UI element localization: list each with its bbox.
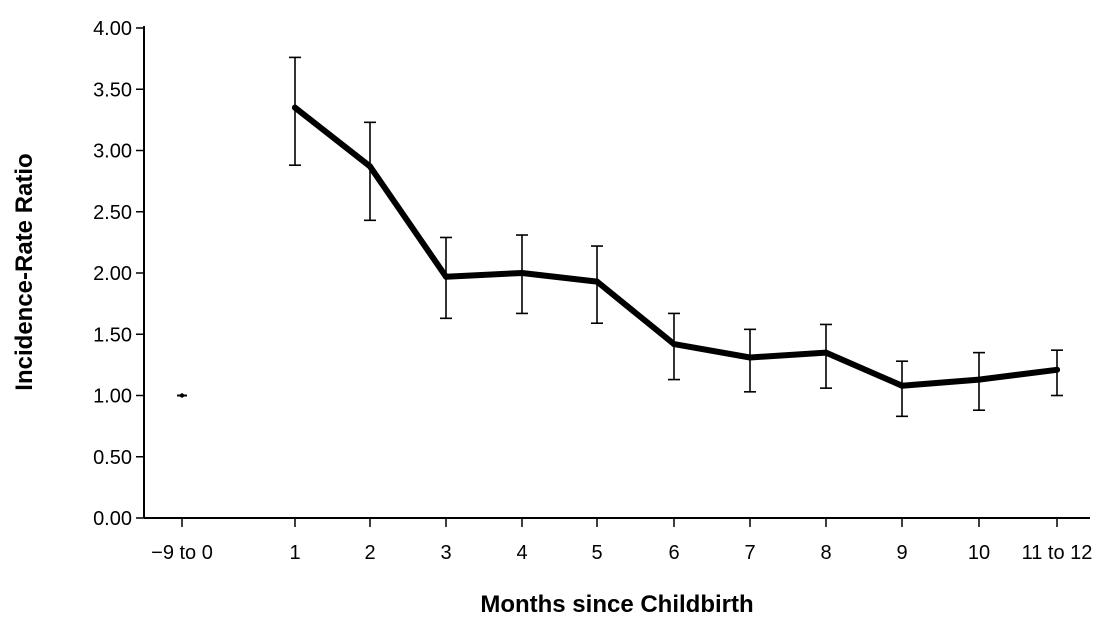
y-axis-ticks: 0.00 0.50 1.00 1.50 2.00 2.50 3.00 3.50 4.00 — [93, 18, 144, 530]
data-point — [1054, 366, 1060, 373]
error-bar — [896, 360, 908, 418]
data-point — [976, 376, 982, 383]
y-tick-label: 2.50 — [93, 202, 132, 224]
x-axis-ticks: −9 to 0 1 2 3 4 5 6 7 8 9 10 11 to 12 — [151, 518, 1092, 564]
y-tick-label: 2.00 — [93, 263, 132, 285]
axes — [143, 26, 1090, 519]
y-tick-label: 0.50 — [93, 447, 132, 469]
x-tick-label: 9 — [896, 542, 907, 564]
reference-point — [179, 393, 185, 398]
y-tick-label: 3.50 — [93, 79, 132, 101]
data-point — [747, 354, 753, 361]
x-tick-label: 3 — [440, 542, 451, 564]
data-point — [519, 270, 525, 276]
x-tick-label: 6 — [668, 542, 679, 564]
error-bar — [744, 328, 756, 393]
y-tick-label: 0.00 — [93, 508, 132, 530]
y-tick-label: 1.50 — [93, 324, 132, 346]
data-point — [823, 349, 829, 356]
data-point — [899, 382, 905, 389]
data-point — [367, 163, 373, 170]
data-point — [443, 273, 449, 280]
y-tick-label: 4.00 — [93, 18, 132, 40]
x-tick-label: 4 — [516, 542, 527, 564]
series — [177, 104, 1060, 398]
data-point — [594, 278, 600, 285]
error-bars — [289, 56, 1063, 418]
data-point — [671, 341, 677, 348]
error-bar — [820, 323, 832, 389]
x-tick-label: 10 — [968, 542, 990, 564]
x-axis-title: Months since Childbirth — [480, 591, 753, 618]
y-axis-title: Incidence-Rate Ratio — [11, 153, 38, 390]
x-tick-label: −9 to 0 — [151, 542, 213, 564]
y-tick-label: 3.00 — [93, 141, 132, 163]
x-tick-label: 8 — [820, 542, 831, 564]
error-bar — [1051, 349, 1063, 397]
data-point — [292, 104, 298, 111]
x-tick-label: 5 — [591, 542, 602, 564]
x-tick-label: 2 — [364, 542, 375, 564]
x-tick-label: 1 — [289, 542, 300, 564]
y-tick-label: 1.00 — [93, 386, 132, 408]
x-tick-label: 7 — [744, 542, 755, 564]
x-tick-label: 11 to 12 — [1022, 542, 1093, 564]
